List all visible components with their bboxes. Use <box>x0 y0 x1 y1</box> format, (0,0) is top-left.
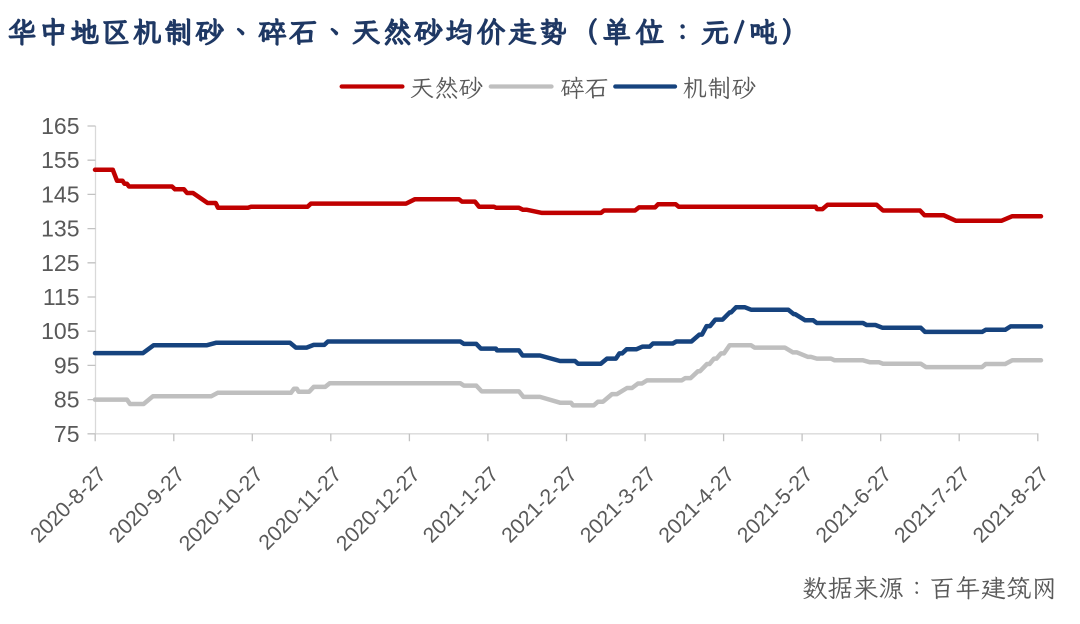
svg-text:95: 95 <box>54 352 80 378</box>
svg-text:85: 85 <box>54 387 80 413</box>
svg-text:165: 165 <box>41 113 79 139</box>
svg-text:145: 145 <box>41 181 79 207</box>
svg-text:135: 135 <box>41 216 79 242</box>
svg-text:125: 125 <box>41 250 79 276</box>
svg-text:115: 115 <box>43 284 80 310</box>
svg-text:155: 155 <box>41 147 79 173</box>
svg-text:105: 105 <box>41 318 79 344</box>
svg-text:75: 75 <box>54 421 80 447</box>
